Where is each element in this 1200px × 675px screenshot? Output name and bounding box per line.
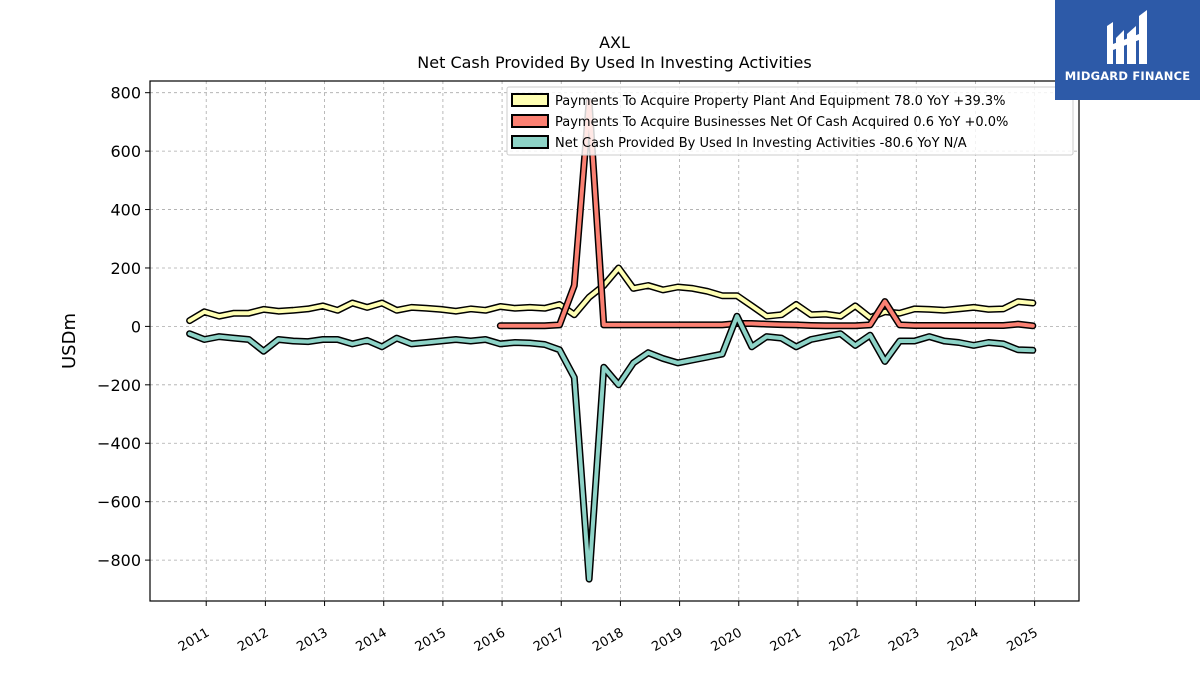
legend-box <box>506 86 1074 156</box>
x-tick-label: 2011 <box>176 625 212 655</box>
legend-label-0: Payments To Acquire Property Plant And E… <box>555 94 1006 109</box>
legend-swatch-0 <box>511 93 549 107</box>
y-axis-label: USDm <box>59 313 80 369</box>
legend-label-2: Net Cash Provided By Used In Investing A… <box>555 136 967 151</box>
y-tick-label: 600 <box>110 142 141 161</box>
y-tick-label: 400 <box>110 201 141 220</box>
chart-subtitle: Net Cash Provided By Used In Investing A… <box>417 53 811 72</box>
x-tick-label: 2014 <box>354 625 390 655</box>
plot-frame <box>149 80 1080 602</box>
series-line-2 <box>187 314 1035 582</box>
x-tick-label: 2024 <box>945 625 981 655</box>
series-line-0 <box>187 266 1035 323</box>
x-tick-label: 2016 <box>472 625 508 655</box>
x-tick-label: 2013 <box>294 625 330 655</box>
y-tick-label: 800 <box>110 84 141 103</box>
x-tick-label: 2019 <box>649 625 685 655</box>
legend-swatch-1 <box>511 114 549 128</box>
series-lines <box>186 97 1037 583</box>
midgard-finance-logo: MIDGARD FINANCE <box>1055 0 1200 100</box>
y-tick-label: 200 <box>110 259 141 278</box>
chart-title: AXL <box>599 33 630 52</box>
x-tick-label: 2023 <box>886 625 922 655</box>
logo-text: MIDGARD FINANCE <box>1064 69 1191 83</box>
logo-mark-icon <box>1107 10 1147 64</box>
legend: Payments To Acquire Property Plant And E… <box>506 86 1074 156</box>
y-tick-label: −400 <box>97 434 141 453</box>
x-tick-label: 2018 <box>590 625 626 655</box>
legend-swatch-2 <box>511 135 549 149</box>
x-tick-label: 2025 <box>1004 625 1040 655</box>
x-tick-label: 2015 <box>413 625 449 655</box>
y-tick-label: −200 <box>97 376 141 395</box>
y-tick-label: −600 <box>97 493 141 512</box>
x-tick-label: 2017 <box>531 625 567 655</box>
y-tick-label: −800 <box>97 551 141 570</box>
x-tick-label: 2022 <box>827 625 863 655</box>
y-tick-label: 0 <box>131 317 141 336</box>
x-tick-label: 2020 <box>709 625 745 655</box>
x-tick-label: 2021 <box>768 625 804 655</box>
legend-label-1: Payments To Acquire Businesses Net Of Ca… <box>555 115 1008 130</box>
x-tick-label: 2012 <box>235 625 271 655</box>
series-outline-2 <box>186 312 1037 583</box>
